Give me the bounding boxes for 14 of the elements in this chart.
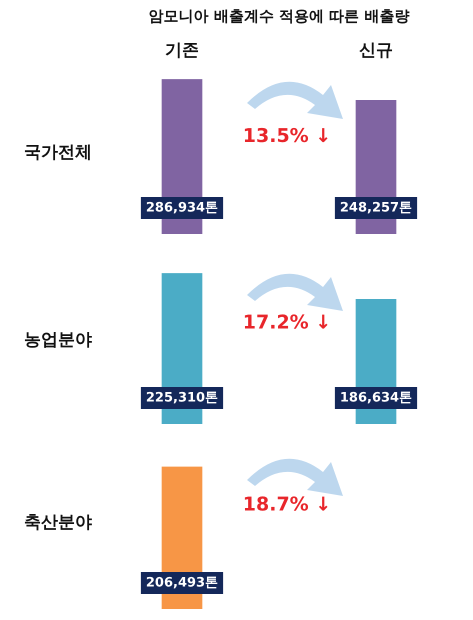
annotation: 17.2% ↓ xyxy=(242,312,332,334)
data-label: 286,934톤 xyxy=(146,200,218,216)
y-axis-title: 국가전체 xyxy=(24,142,92,163)
x-tick-label: 신규 xyxy=(359,40,393,61)
data-label: 225,310톤 xyxy=(146,390,218,406)
annotation: 13.5% ↓ xyxy=(242,124,332,147)
y-axis-title: 농업분야 xyxy=(24,330,92,350)
y-axis-title: 축산분야 xyxy=(24,512,92,532)
x-tick-label: 기존 xyxy=(165,40,199,61)
data-label: 206,493톤 xyxy=(146,575,218,590)
chart-title: 암모니아 배출계수 적용에 따른 배출량 xyxy=(148,6,410,25)
data-label: 186,634톤 xyxy=(340,390,412,406)
annotation: 18.7% ↓ xyxy=(242,494,332,516)
data-label: 248,257톤 xyxy=(340,200,412,216)
